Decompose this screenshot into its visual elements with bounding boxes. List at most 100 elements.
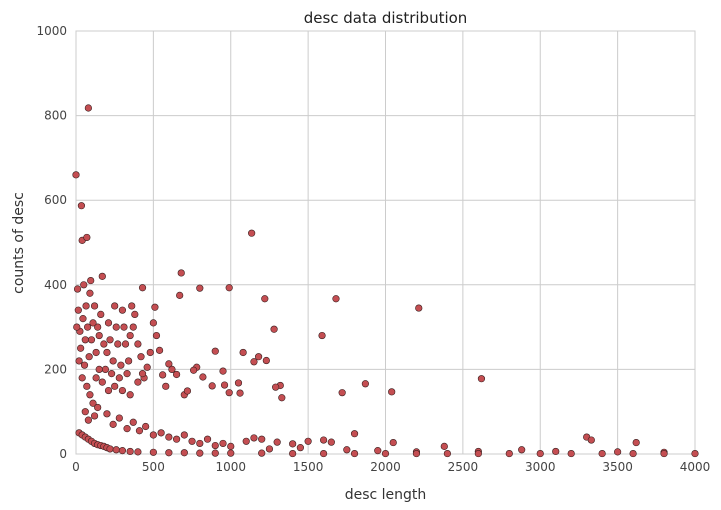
data-point <box>98 272 106 280</box>
data-point <box>118 386 127 395</box>
x-tick-label: 3500 <box>602 460 633 474</box>
data-point <box>149 448 157 456</box>
data-point <box>225 389 233 397</box>
data-point <box>115 414 123 422</box>
data-point <box>203 435 212 443</box>
data-point <box>632 438 640 447</box>
data-point <box>125 357 133 365</box>
data-point <box>126 391 134 399</box>
data-point <box>83 233 91 242</box>
data-point <box>80 361 89 369</box>
data-point <box>248 229 256 237</box>
data-point <box>320 436 328 444</box>
data-point <box>258 435 266 443</box>
data-point <box>104 386 113 395</box>
data-point <box>149 431 157 439</box>
data-point <box>159 371 167 379</box>
data-point <box>598 449 606 458</box>
data-point <box>126 447 134 456</box>
data-point <box>587 436 595 444</box>
data-point <box>103 410 111 418</box>
data-point <box>518 446 526 454</box>
data-point <box>98 378 106 386</box>
data-point <box>95 365 103 374</box>
data-point <box>272 383 280 391</box>
data-point <box>103 348 111 357</box>
data-point <box>338 389 346 397</box>
data-point <box>73 285 82 293</box>
data-point <box>327 438 335 446</box>
data-point <box>220 381 229 389</box>
data-point <box>172 435 181 443</box>
data-point <box>109 357 117 365</box>
data-point <box>255 353 263 361</box>
data-point <box>261 295 269 303</box>
data-point <box>129 418 137 426</box>
data-point <box>94 323 102 331</box>
data-point <box>318 331 326 340</box>
data-point <box>180 431 188 439</box>
y-axis-label: counts of desc <box>11 192 27 294</box>
data-point <box>81 408 89 416</box>
data-point <box>381 449 390 458</box>
data-point <box>211 441 219 450</box>
data-point <box>412 449 421 458</box>
data-point <box>196 439 204 448</box>
y-tick-label: 800 <box>44 109 67 123</box>
data-point <box>177 269 185 277</box>
data-point <box>567 449 575 458</box>
data-point <box>75 357 83 365</box>
data-point <box>134 448 142 456</box>
data-point <box>138 370 147 378</box>
data-point <box>90 412 99 420</box>
data-point <box>196 449 204 457</box>
data-point <box>614 448 622 456</box>
data-point <box>87 336 96 344</box>
data-point <box>273 438 281 446</box>
data-point <box>101 365 110 374</box>
data-point <box>149 319 157 327</box>
data-point <box>111 302 119 310</box>
y-tick-labels: 0 200 400 600 800 1000 <box>36 24 67 461</box>
data-point <box>388 388 396 396</box>
data-point <box>112 446 120 454</box>
data-point <box>142 422 150 431</box>
data-point <box>265 445 274 453</box>
y-tick-label: 0 <box>59 447 67 461</box>
data-point <box>236 389 244 397</box>
data-point <box>211 449 219 457</box>
data-point <box>415 304 423 312</box>
data-point <box>152 331 161 340</box>
data-point <box>85 353 93 361</box>
data-point <box>188 437 196 445</box>
y-tick-label: 400 <box>44 278 67 292</box>
data-point <box>115 374 123 382</box>
data-point <box>165 433 173 441</box>
data-point <box>118 306 127 314</box>
data-point <box>81 336 89 344</box>
data-point <box>78 374 86 382</box>
data-point <box>332 295 340 303</box>
data-point <box>114 340 122 348</box>
x-tick-label: 2500 <box>448 460 479 474</box>
x-tick-label: 1000 <box>215 460 246 474</box>
data-point <box>162 382 170 390</box>
data-point <box>143 363 151 371</box>
data-point <box>196 284 204 292</box>
data-point <box>350 449 359 458</box>
data-point <box>95 331 103 340</box>
data-point <box>278 394 286 402</box>
data-point <box>134 378 142 386</box>
data-point <box>242 437 250 445</box>
x-tick-label: 1500 <box>293 460 324 474</box>
data-point <box>138 284 147 292</box>
data-point <box>180 449 188 457</box>
data-point <box>72 171 80 179</box>
data-point <box>120 323 128 331</box>
data-point <box>536 449 544 458</box>
data-point <box>477 375 486 383</box>
data-point <box>211 347 219 355</box>
data-point <box>262 356 270 365</box>
data-point <box>92 348 100 357</box>
